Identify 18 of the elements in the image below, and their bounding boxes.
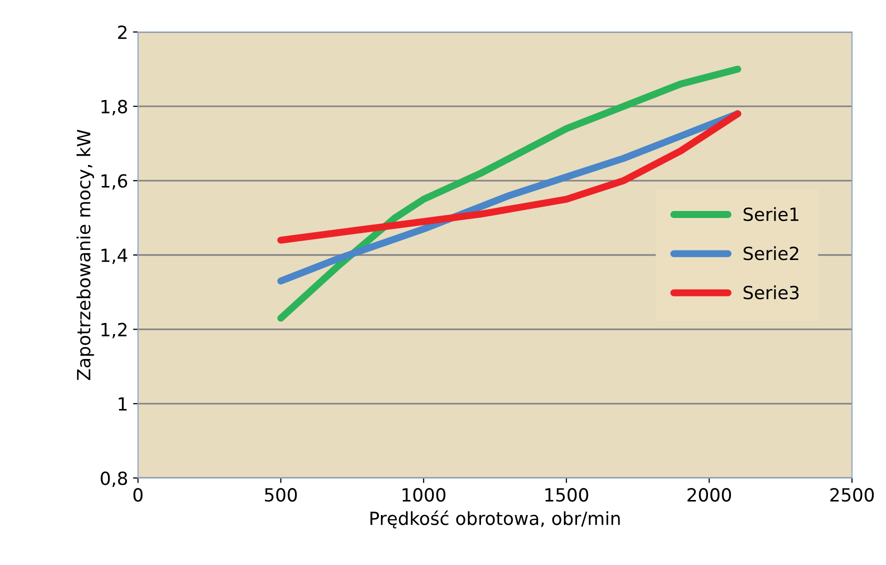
x-tick-label: 1500 — [545, 488, 588, 502]
x-axis-title: Prędkość obrotowa, obr/min — [370, 510, 620, 528]
legend-label: Serie1 — [744, 207, 798, 222]
y-tick-label: 1,8 — [102, 100, 128, 116]
legend-label: Serie2 — [744, 246, 798, 260]
x-tick-label: 1000 — [402, 488, 446, 502]
x-tick-label: 0 — [133, 488, 143, 502]
y-tick-label: 0,8 — [100, 471, 128, 487]
x-tick-label: 2000 — [688, 488, 731, 502]
x-tick-label: 500 — [264, 488, 297, 502]
y-axis-title: Zapotrzebowanie mocy, kW — [76, 130, 94, 380]
y-tick-label: 1,6 — [102, 174, 128, 190]
y-tick-label: 1 — [118, 397, 127, 411]
y-tick-label: 1,4 — [102, 248, 128, 264]
y-tick-label: 1,2 — [102, 322, 126, 338]
x-tick-label: 2500 — [830, 488, 874, 502]
y-tick-label: 2 — [118, 25, 126, 39]
legend-label: Serie3 — [744, 285, 799, 300]
